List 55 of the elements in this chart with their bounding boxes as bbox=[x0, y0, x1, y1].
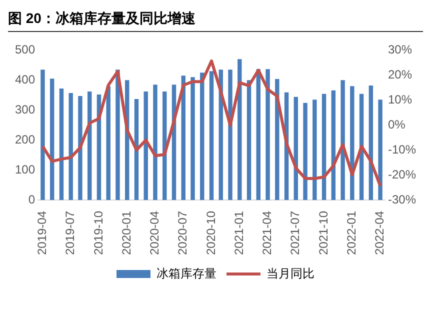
x-tick-label: 2022-01 bbox=[344, 210, 358, 256]
x-tick-label: 2019-04 bbox=[35, 210, 50, 256]
x-tick-label: 2021-01 bbox=[232, 210, 246, 256]
x-tick-label: 2021-04 bbox=[260, 210, 274, 256]
x-tick-label: 2019-07 bbox=[63, 210, 78, 256]
y2-tick-label: 30% bbox=[388, 42, 412, 57]
y2-tick-label: -30% bbox=[388, 192, 416, 206]
x-tick-label: 2022-04 bbox=[372, 210, 387, 256]
bar bbox=[50, 78, 54, 200]
x-tick-label: 2020-04 bbox=[148, 210, 162, 256]
bar bbox=[322, 94, 326, 200]
legend-label: 当月同比 bbox=[266, 266, 314, 280]
bar bbox=[266, 69, 270, 200]
y2-tick-label: 20% bbox=[388, 67, 412, 82]
bar bbox=[40, 70, 45, 200]
x-tick-label: 2021-10 bbox=[316, 210, 330, 256]
bar bbox=[256, 69, 260, 200]
bar bbox=[246, 80, 252, 200]
bar bbox=[190, 77, 195, 200]
x-tick-label: 2019-10 bbox=[91, 210, 106, 256]
bar bbox=[59, 88, 64, 200]
bar bbox=[144, 92, 148, 200]
bar bbox=[378, 100, 382, 200]
x-tick-label: 2020-07 bbox=[176, 210, 190, 256]
bar bbox=[116, 70, 120, 200]
y-tick-label: 200 bbox=[14, 132, 36, 146]
y2-tick-label: 0% bbox=[388, 117, 406, 132]
bar bbox=[228, 70, 232, 200]
y-tick-label: 500 bbox=[14, 42, 36, 57]
bar bbox=[303, 102, 308, 200]
bar bbox=[106, 86, 110, 200]
x-tick-label: 2020-10 bbox=[204, 210, 218, 256]
y-tick-label: 100 bbox=[14, 162, 36, 176]
x-tick-label: 2021-07 bbox=[288, 210, 302, 256]
x-tick-label: 2020-01 bbox=[119, 210, 134, 256]
bar bbox=[312, 100, 317, 200]
y2-tick-label: 10% bbox=[388, 92, 412, 106]
bar bbox=[209, 71, 214, 200]
y-tick-label: 300 bbox=[14, 102, 36, 116]
y2-tick-label: -10% bbox=[388, 142, 416, 156]
bar bbox=[78, 96, 82, 200]
bar bbox=[181, 76, 186, 200]
bar bbox=[153, 84, 158, 200]
legend-label: 冰箱库存量 bbox=[156, 266, 216, 280]
bar bbox=[200, 72, 204, 200]
bar bbox=[350, 86, 354, 200]
bar bbox=[275, 78, 280, 200]
bar bbox=[340, 80, 345, 200]
y2-tick-label: -20% bbox=[388, 167, 416, 182]
chart-title: 图 20：冰箱库存量及同比增速 bbox=[8, 8, 423, 32]
bar bbox=[134, 99, 139, 200]
bar bbox=[68, 93, 73, 200]
y-tick-label: 0 bbox=[28, 192, 36, 206]
bar bbox=[87, 92, 92, 200]
y-tick-label: 400 bbox=[14, 72, 36, 86]
